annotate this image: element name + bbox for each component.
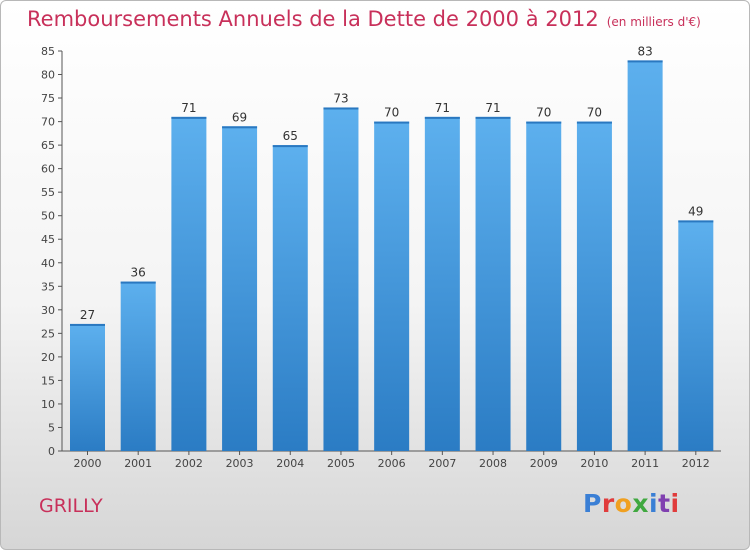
y-tick-label: 5 [48,421,55,434]
x-tick-label: 2004 [276,457,304,470]
y-tick-label: 50 [41,210,55,223]
y-tick-label: 45 [41,233,55,246]
x-tick-label: 2005 [327,457,355,470]
y-tick-label: 55 [41,186,55,199]
axis-layer: 0 5 10 15 20 25 30 35 40 45 50 55 60 65 70 75 80 85 2000 20… [41,45,721,470]
y-tick-label: 40 [41,257,55,270]
bar-value-label: 70 [536,106,551,120]
x-tick-label: 2003 [226,457,254,470]
x-tick-label: 2008 [479,457,507,470]
bar-2003 [222,126,258,451]
brand-letter: t [658,489,671,518]
brand-letter: o [614,489,633,518]
y-tick-label: 85 [41,45,55,58]
bar-top-edge [424,116,460,119]
bar-value-label: 70 [587,106,602,120]
bar-value-label: 49 [688,204,703,218]
y-tick-label: 30 [41,304,55,317]
x-tick-label: 2012 [682,457,710,470]
bar-top-edge [222,126,258,129]
bar-value-label: 69 [232,110,247,124]
bar-2001 [120,281,156,451]
x-tick-label: 2007 [428,457,456,470]
bar-2000 [70,323,105,451]
bar-2008 [475,116,511,451]
bar-top-edge [272,145,308,148]
bar-top-edge [120,281,156,284]
bar-value-label: 71 [435,101,450,115]
y-tick-label: 25 [41,327,55,340]
y-tick-label: 70 [41,116,55,129]
y-tick-label: 75 [41,92,55,105]
bar-top-edge [323,107,359,110]
brand-letter: P [583,489,602,518]
brand-letter: i [649,489,659,518]
y-tick-label: 0 [48,445,55,458]
y-tick-label: 10 [41,398,55,411]
bar-value-label: 27 [80,308,95,322]
bar-top-edge [576,121,612,124]
bar-2012 [678,220,714,451]
brand-letter: r [601,489,615,518]
brand-letter: i [670,489,680,518]
x-tick-label: 2009 [530,457,558,470]
bar-value-label: 71 [181,101,196,115]
bar-top-edge [627,60,663,63]
bar-top-edge [678,220,714,223]
bar-value-label: 36 [131,266,146,280]
bar-2011 [627,60,663,451]
bar-top-edge [374,121,410,124]
bar-value-label: 73 [333,91,348,105]
brand-logo[interactable]: Proxiti [583,489,680,518]
bar-2004 [272,145,308,451]
location-label: GRILLY [39,495,103,517]
chart-unit-note: (en milliers d'€) [606,15,701,29]
x-tick-label: 2010 [580,457,608,470]
bar-top-edge [171,116,207,119]
bar-2009 [526,121,562,452]
brand-letter: x [632,489,649,518]
bar-2010 [576,121,612,452]
x-tick-label: 2001 [124,457,152,470]
y-tick-label: 20 [41,351,55,364]
x-tick-label: 2006 [378,457,406,470]
bar-top-edge [475,116,511,119]
bar-2007 [424,116,460,451]
bar-value-label: 70 [384,106,399,120]
bar-value-label: 65 [283,129,298,143]
bar-layer: 27 36 71 69 65 73 70 71 71 70 70 83 49 [70,44,714,452]
bar-top-edge [70,323,105,326]
y-tick-label: 80 [41,69,55,82]
y-tick-label: 35 [41,280,55,293]
y-tick-label: 65 [41,139,55,152]
bar-2005 [323,107,359,452]
chart-title: Remboursements Annuels de la Dette de 20… [27,7,701,31]
y-tick-label: 60 [41,163,55,176]
bar-top-edge [526,121,562,124]
x-tick-label: 2011 [631,457,659,470]
x-tick-label: 2000 [74,457,102,470]
bar-value-label: 83 [637,44,652,58]
bar-2002 [171,116,207,451]
y-tick-label: 15 [41,374,55,387]
bar-2006 [374,121,410,452]
chart-title-text: Remboursements Annuels de la Dette de 20… [27,7,599,31]
bar-value-label: 71 [485,101,500,115]
x-tick-label: 2002 [175,457,203,470]
